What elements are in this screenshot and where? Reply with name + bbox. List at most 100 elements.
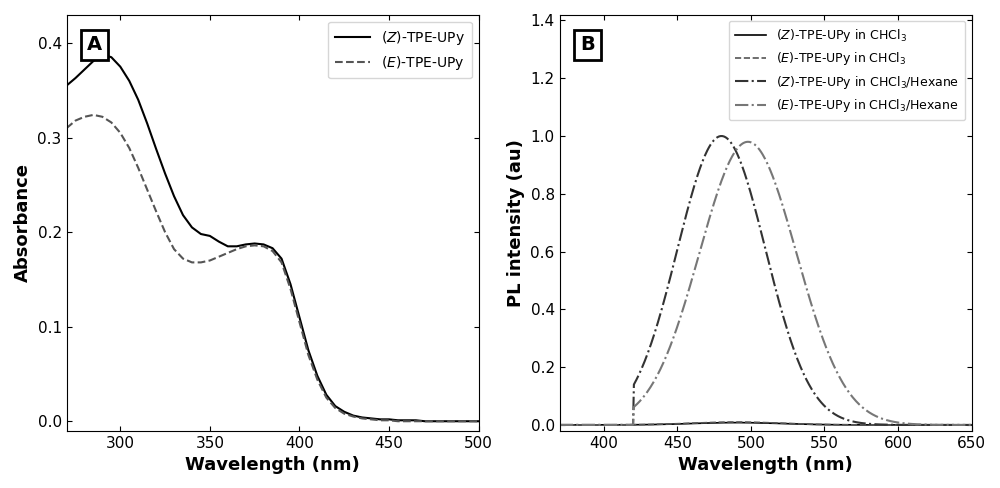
- Text: B: B: [580, 36, 595, 55]
- (E)-TPE-UPy: [383, 417, 395, 423]
- (Z)-TPE-UPy: [141, 121, 153, 126]
- (E)-TPE-UPy: [258, 244, 270, 249]
- (E)-TPE-UPy: [177, 256, 189, 262]
- (E)-TPE-UPy: [437, 418, 449, 424]
- (Z)-TPE-UPy: [302, 347, 314, 353]
- (E)-TPE-UPy: [61, 125, 73, 131]
- Line: (Z)-TPE-UPy: (Z)-TPE-UPy: [67, 54, 479, 421]
- (Z)-TPE-UPy: [276, 256, 288, 262]
- (E)-TPE-UPy: [320, 395, 332, 401]
- (Z)-TPE-UPy: [132, 97, 144, 102]
- (E)-TPE-UPy: [428, 418, 440, 424]
- (E)-TPE-UPy: [374, 417, 386, 423]
- (Z)-TPE-UPy: [329, 403, 341, 409]
- (Z)-TPE-UPy: [401, 417, 413, 423]
- Text: A: A: [87, 36, 102, 55]
- (Z)-TPE-UPy: [78, 66, 90, 72]
- (E)-TPE-UPy: [240, 244, 252, 249]
- (Z)-TPE-UPy: [114, 64, 126, 70]
- (Z)-TPE-UPy: [159, 171, 171, 177]
- (Z)-TPE-UPy: [70, 75, 82, 81]
- (Z)-TPE-UPy: [311, 373, 323, 379]
- (Z)-TPE-UPy: [123, 78, 135, 84]
- (E)-TPE-UPy: [356, 415, 368, 421]
- (E)-TPE-UPy: [267, 248, 279, 254]
- (E)-TPE-UPy: [150, 208, 162, 214]
- (Z)-TPE-UPy: [392, 417, 404, 423]
- X-axis label: Wavelength (nm): Wavelength (nm): [185, 456, 360, 474]
- (Z)-TPE-UPy: [419, 418, 431, 424]
- (E)-TPE-UPy: [276, 260, 288, 265]
- (Z)-TPE-UPy: [87, 58, 99, 64]
- (E)-TPE-UPy: [78, 114, 90, 120]
- (E)-TPE-UPy: [446, 418, 458, 424]
- (E)-TPE-UPy: [105, 120, 117, 125]
- (E)-TPE-UPy: [159, 229, 171, 235]
- (E)-TPE-UPy: [455, 418, 467, 424]
- (E)-TPE-UPy: [410, 418, 422, 424]
- (E)-TPE-UPy: [168, 246, 180, 252]
- (Z)-TPE-UPy: [428, 418, 440, 424]
- (Z)-TPE-UPy: [186, 224, 198, 230]
- (E)-TPE-UPy: [222, 250, 234, 256]
- (Z)-TPE-UPy: [240, 242, 252, 247]
- (E)-TPE-UPy: [87, 112, 99, 118]
- (Z)-TPE-UPy: [455, 418, 467, 424]
- (E)-TPE-UPy: [123, 145, 135, 151]
- (Z)-TPE-UPy: [464, 418, 476, 424]
- (Z)-TPE-UPy: [320, 392, 332, 398]
- (Z)-TPE-UPy: [258, 242, 270, 247]
- (Z)-TPE-UPy: [168, 193, 180, 199]
- (E)-TPE-UPy: [114, 130, 126, 136]
- (Z)-TPE-UPy: [446, 418, 458, 424]
- (E)-TPE-UPy: [464, 418, 476, 424]
- (E)-TPE-UPy: [329, 405, 341, 411]
- (E)-TPE-UPy: [284, 286, 296, 292]
- (E)-TPE-UPy: [311, 377, 323, 383]
- (Z)-TPE-UPy: [204, 233, 216, 239]
- (Z)-TPE-UPy: [267, 245, 279, 251]
- (E)-TPE-UPy: [473, 418, 485, 424]
- (Z)-TPE-UPy: [61, 82, 73, 88]
- (Z)-TPE-UPy: [96, 51, 108, 57]
- Legend: $(Z)$-TPE-UPy, $(E)$-TPE-UPy: $(Z)$-TPE-UPy, $(E)$-TPE-UPy: [328, 21, 472, 79]
- (Z)-TPE-UPy: [437, 418, 449, 424]
- (E)-TPE-UPy: [338, 411, 350, 417]
- (Z)-TPE-UPy: [222, 244, 234, 249]
- (E)-TPE-UPy: [96, 114, 108, 120]
- (Z)-TPE-UPy: [177, 212, 189, 218]
- (E)-TPE-UPy: [70, 118, 82, 123]
- (E)-TPE-UPy: [249, 243, 261, 248]
- (E)-TPE-UPy: [347, 414, 359, 420]
- (Z)-TPE-UPy: [338, 409, 350, 415]
- (Z)-TPE-UPy: [213, 239, 225, 244]
- (Z)-TPE-UPy: [293, 314, 305, 320]
- (Z)-TPE-UPy: [231, 244, 243, 249]
- X-axis label: Wavelength (nm): Wavelength (nm): [678, 456, 853, 474]
- Legend: $(Z)$-TPE-UPy in CHCl$_3$, $(E)$-TPE-UPy in CHCl$_3$, $(Z)$-TPE-UPy in CHCl$_3$/: $(Z)$-TPE-UPy in CHCl$_3$, $(E)$-TPE-UPy…: [729, 21, 965, 120]
- (E)-TPE-UPy: [293, 319, 305, 325]
- Y-axis label: Absorbance: Absorbance: [14, 163, 32, 282]
- Line: (E)-TPE-UPy: (E)-TPE-UPy: [67, 115, 479, 421]
- (E)-TPE-UPy: [213, 254, 225, 260]
- (Z)-TPE-UPy: [150, 146, 162, 152]
- (E)-TPE-UPy: [186, 260, 198, 265]
- (E)-TPE-UPy: [302, 352, 314, 358]
- (Z)-TPE-UPy: [374, 416, 386, 422]
- (Z)-TPE-UPy: [195, 231, 207, 237]
- (Z)-TPE-UPy: [410, 417, 422, 423]
- (Z)-TPE-UPy: [249, 241, 261, 246]
- (E)-TPE-UPy: [132, 165, 144, 171]
- (Z)-TPE-UPy: [347, 413, 359, 419]
- (E)-TPE-UPy: [365, 416, 377, 422]
- (E)-TPE-UPy: [195, 260, 207, 265]
- (E)-TPE-UPy: [401, 418, 413, 424]
- (E)-TPE-UPy: [204, 258, 216, 264]
- (E)-TPE-UPy: [392, 418, 404, 424]
- (Z)-TPE-UPy: [105, 54, 117, 60]
- (E)-TPE-UPy: [419, 418, 431, 424]
- (E)-TPE-UPy: [231, 246, 243, 252]
- (Z)-TPE-UPy: [356, 414, 368, 420]
- (Z)-TPE-UPy: [473, 418, 485, 424]
- (E)-TPE-UPy: [141, 187, 153, 193]
